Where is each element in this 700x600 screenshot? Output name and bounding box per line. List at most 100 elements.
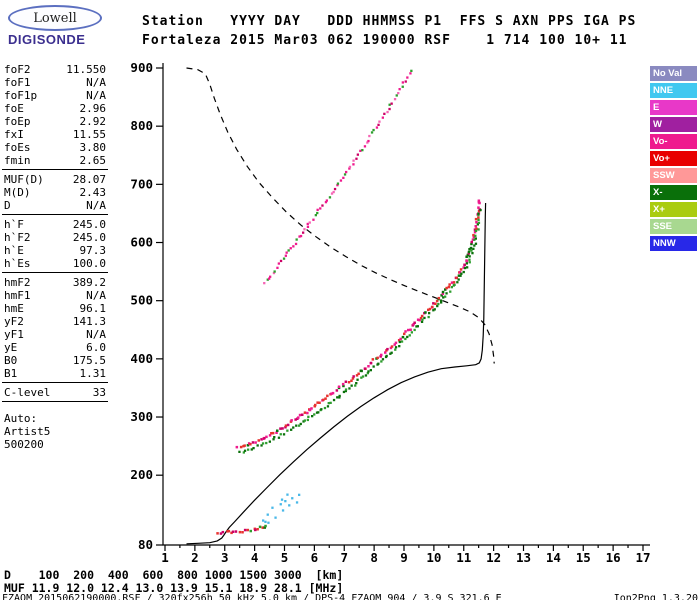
- param-value: N/A: [86, 199, 106, 212]
- param-yf1: yF1 N/A: [2, 328, 108, 341]
- y-tick-label: 200: [130, 467, 153, 482]
- legend-item-x+: X+: [650, 202, 697, 217]
- status-version: Ion2Png 1.3.20: [613, 593, 698, 600]
- legend-item-e: E: [650, 100, 697, 115]
- param-label: foEp: [4, 115, 31, 128]
- param-value: N/A: [86, 328, 106, 341]
- param-value: 389.2: [72, 276, 106, 289]
- x-tick-label: 17: [635, 550, 650, 565]
- lowell-logo-text: Lowell: [33, 10, 77, 26]
- true-height-profile-line: [186, 202, 487, 545]
- legend-item-nne: NNE: [650, 83, 697, 98]
- y-tick-label: 700: [130, 176, 153, 191]
- doppler-direction-legend: No Val NNE E W Vo- Vo+ SSW X- X+ SSE NNW: [650, 66, 697, 253]
- muf-curve-line: [186, 67, 495, 364]
- x-tick-label: 8: [370, 550, 378, 565]
- trace-x-echo-trace: [238, 208, 482, 454]
- param-label: C-level: [4, 386, 51, 399]
- plot-axes: [156, 63, 650, 551]
- lowell-logo-oval: Lowell: [8, 5, 102, 31]
- station-header-values: Fortaleza 2015 Mar03 062 190000 RSF 1 71…: [142, 33, 628, 48]
- y-tick-label: 400: [130, 351, 153, 366]
- param-value: 33: [92, 386, 106, 399]
- x-tick-label: 3: [221, 550, 229, 565]
- param-hf2: h`F2 245.0: [2, 231, 108, 244]
- param-value: 28.07: [72, 173, 106, 186]
- param-label: yE: [4, 341, 18, 354]
- parameter-group: foF2 11.550 foF1 N/A foF1p N/A foE 2.96 foEp 2.92…: [2, 62, 108, 170]
- param-label: yF1: [4, 328, 24, 341]
- param-value: 97.3: [79, 244, 107, 257]
- trace-weak-echo-scatter: [262, 493, 301, 524]
- param-foe: foE 2.96: [2, 102, 108, 115]
- param-value: 245.0: [72, 231, 106, 244]
- param-value: 2.43: [79, 186, 107, 199]
- y-tick-label: 600: [130, 235, 153, 250]
- y-tick-label: 80: [138, 537, 153, 552]
- param-d: D N/A: [2, 199, 108, 212]
- param-b0: B0 175.5: [2, 354, 108, 367]
- param-label: foF2: [4, 63, 31, 76]
- legend-item-sse: SSE: [650, 219, 697, 234]
- param-clevel: C-level 33: [2, 386, 108, 399]
- legend-item-no-val: No Val: [650, 66, 697, 81]
- parameter-group: MUF(D) 28.07 M(D) 2.43 D N/A: [2, 172, 108, 215]
- param-he: h`E 97.3: [2, 244, 108, 257]
- param-label: hmE: [4, 302, 24, 315]
- y-tick-label: 800: [130, 118, 153, 133]
- x-tick-label: 9: [400, 550, 408, 565]
- param-md: M(D) 2.43: [2, 186, 108, 199]
- param-label: yF2: [4, 315, 24, 328]
- legend-item-x-: X-: [650, 185, 697, 200]
- param-label: B0: [4, 354, 18, 367]
- param-fxi: fxI 11.55: [2, 128, 108, 141]
- param-value: 3.80: [79, 141, 107, 154]
- x-tick-label: 16: [606, 550, 621, 565]
- param-b1: B1 1.31: [2, 367, 108, 380]
- param-hmf2: hmF2 389.2: [2, 276, 108, 289]
- x-tick-label: 4: [251, 550, 259, 565]
- trace-es-trace: [216, 524, 267, 535]
- param-foes: foEs 3.80: [2, 141, 108, 154]
- x-tick-label: 2: [191, 550, 199, 565]
- param-label: foE: [4, 102, 24, 115]
- x-tick-label: 13: [516, 550, 531, 565]
- parameter-group: C-level 33: [2, 385, 108, 402]
- auto-line: 500200: [4, 438, 44, 451]
- legend-item-w: W: [650, 117, 697, 132]
- param-label: foF1p: [4, 89, 38, 102]
- station-header-labels: Station YYYY DAY DDD HHMMSS P1 FFS S AXN…: [142, 14, 637, 29]
- parameter-panel: foF2 11.550 foF1 N/A foF1p N/A foE 2.96 foEp 2.92…: [2, 62, 108, 451]
- x-tick-label: 15: [576, 550, 591, 565]
- param-value: 11.550: [66, 63, 106, 76]
- x-tick-label: 14: [546, 550, 561, 565]
- x-tick-label: 6: [311, 550, 319, 565]
- x-tick-label: 1: [161, 550, 169, 565]
- param-label: foEs: [4, 141, 31, 154]
- param-value: 245.0: [72, 218, 106, 231]
- x-tick-label: 7: [340, 550, 348, 565]
- param-label: foF1: [4, 76, 31, 89]
- param-hmf1: hmF1 N/A: [2, 289, 108, 302]
- param-label: h`F2: [4, 231, 31, 244]
- param-fof1p: foF1p N/A: [2, 89, 108, 102]
- param-value: N/A: [86, 89, 106, 102]
- legend-item-nnw: NNW: [650, 236, 697, 251]
- param-value: 175.5: [72, 354, 106, 367]
- x-tick-label: 5: [281, 550, 289, 565]
- parameter-group: h`F 245.0 h`F2 245.0 h`E 97.3 h`Es 100.0: [2, 217, 108, 273]
- param-label: hmF2: [4, 276, 31, 289]
- x-tick-label: 11: [456, 550, 471, 565]
- lowell-logo: Lowell DIGISONDE: [8, 5, 118, 47]
- param-label: h`E: [4, 244, 24, 257]
- legend-item-vo+: Vo+: [650, 151, 697, 166]
- param-value: 2.65: [79, 154, 107, 167]
- param-hme: hmE 96.1: [2, 302, 108, 315]
- status-file-info: FZAOM_2015062190000.RSF / 320fx256h 50 k…: [2, 593, 502, 600]
- legend-item-ssw: SSW: [650, 168, 697, 183]
- param-value: 1.31: [79, 367, 107, 380]
- param-yf2: yF2 141.3: [2, 315, 108, 328]
- param-fmin: fmin 2.65: [2, 154, 108, 167]
- param-value: N/A: [86, 289, 106, 302]
